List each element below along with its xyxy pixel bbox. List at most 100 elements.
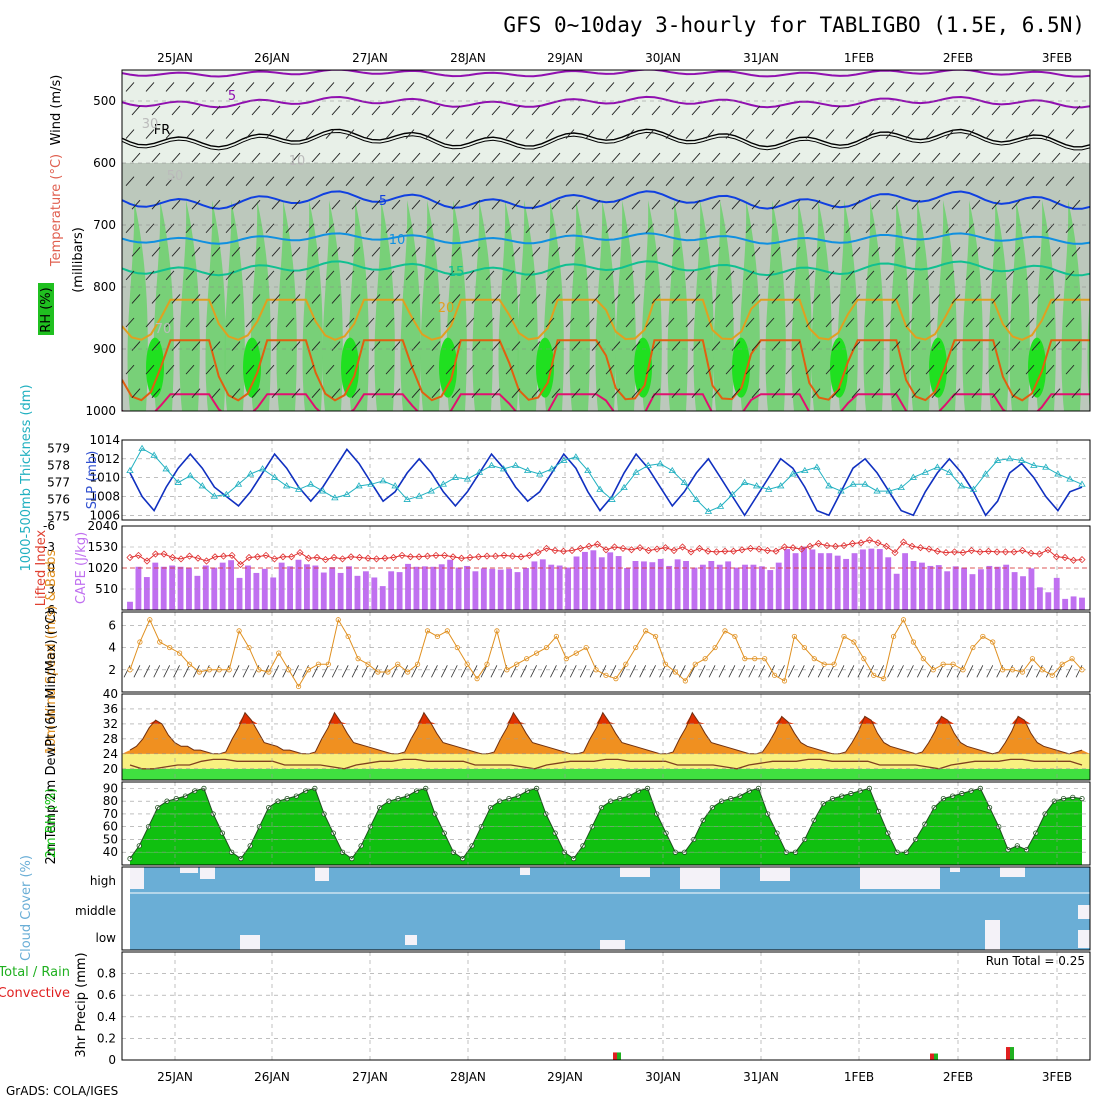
wind-barb: [351, 105, 361, 116]
wind-barb: [285, 270, 295, 281]
wind-barb: [945, 270, 955, 281]
upper-panel-frame: [121, 69, 1091, 412]
wind-barb: [845, 82, 855, 92]
wind-barb: [1005, 317, 1015, 328]
wind-barb: [1045, 270, 1055, 281]
wind-barb: [173, 665, 180, 678]
wind-barb: [531, 105, 541, 116]
cape-bar: [1053, 577, 1060, 610]
wind-barb: [765, 317, 775, 328]
temp-tick-label: 28: [103, 732, 118, 746]
wind-barb: [325, 176, 335, 186]
rh2m-tick-label: 40: [103, 845, 118, 859]
wind-barb: [651, 247, 661, 257]
wind-barb: [678, 665, 686, 678]
wind-barb: [1051, 294, 1061, 304]
thickness-marker: [258, 465, 267, 472]
wind-barb: [631, 105, 641, 116]
wind-barb: [671, 247, 681, 257]
wind-barb: [925, 270, 935, 281]
wind-barb: [265, 270, 275, 281]
wind-barb: [1025, 129, 1035, 139]
wind-barb: [505, 176, 515, 186]
wind-barb: [371, 152, 381, 163]
wind-barb: [605, 129, 615, 139]
wind-barb: [865, 317, 875, 328]
ylabel-rh: RH (%): [39, 287, 54, 332]
wind-barb: [325, 129, 335, 139]
wind-barb: [165, 176, 175, 186]
wind-barb: [131, 199, 141, 210]
wind-barb: [471, 294, 481, 304]
wind-barb: [471, 105, 481, 116]
wind-barb: [645, 129, 655, 139]
wind-barb: [405, 129, 415, 139]
wind-barb: [265, 176, 275, 186]
wind-barb: [771, 199, 781, 210]
wind-barb: [171, 294, 181, 304]
date-label-top: 27JAN: [352, 51, 388, 65]
wind-barb: [251, 247, 261, 257]
wind-barb: [1065, 317, 1075, 328]
wind-barb: [231, 388, 241, 398]
wind-barb: [731, 247, 741, 257]
lifted-index-marker: [925, 545, 933, 553]
cloud-level-label: low: [96, 931, 117, 945]
wind-barb: [485, 176, 495, 186]
cape-bar: [152, 562, 159, 610]
wind-barb: [291, 105, 301, 116]
cape-bar: [674, 559, 681, 610]
precip-convective-bar: [930, 1053, 934, 1060]
wind-barb: [345, 129, 355, 139]
rh-moist-region: [374, 200, 395, 411]
wind-barb: [391, 388, 401, 398]
cape-bar: [590, 550, 597, 610]
wind-barb: [891, 388, 901, 398]
wind-barb: [885, 317, 895, 328]
wind-barb: [731, 199, 741, 210]
date-label-top: 25JAN: [157, 51, 193, 65]
wind-barb: [711, 341, 721, 351]
wind-barb: [591, 388, 601, 398]
wind-barb: [445, 317, 455, 328]
wind-barb: [265, 82, 275, 92]
wind-barb: [401, 665, 409, 678]
wind-barb: [411, 247, 421, 257]
thickness-tick-label: 576: [47, 493, 70, 507]
wind-barb: [211, 199, 221, 210]
cape-bar: [868, 548, 875, 610]
thickness-marker: [234, 480, 243, 487]
wind-barb: [151, 388, 161, 398]
wind-barb: [871, 294, 881, 304]
rh-moist-region: [205, 200, 226, 411]
wind-barb: [831, 247, 841, 257]
wind-barb: [565, 364, 575, 375]
wind-barb: [505, 223, 515, 234]
lifted-index-line: [129, 539, 1083, 566]
wind-barb: [440, 665, 448, 678]
wind-barb: [471, 199, 481, 210]
wind-barb: [163, 665, 171, 678]
wind-barb: [831, 388, 841, 398]
wind-barb: [185, 364, 195, 375]
wind-barb: [711, 247, 721, 257]
wind-barb: [171, 105, 181, 116]
lifted-index-marker: [338, 555, 347, 563]
wind-barb: [771, 152, 781, 163]
wind-barb: [345, 176, 355, 186]
wind-barb: [511, 294, 521, 304]
wind-barb: [748, 665, 756, 678]
cape-bar: [834, 555, 841, 610]
wind-barb: [611, 199, 621, 210]
thickness-marker: [307, 480, 315, 487]
wind-barb: [191, 199, 201, 210]
wind-barb: [245, 270, 255, 281]
wind-barb: [225, 129, 235, 139]
wind-barb: [511, 152, 521, 163]
wind-barb: [551, 341, 561, 351]
cape-bar: [615, 556, 622, 610]
wind-barb: [1011, 152, 1021, 163]
cape-bar: [952, 566, 959, 610]
wind-barb: [1031, 152, 1041, 163]
lifted-index-marker: [602, 546, 610, 554]
